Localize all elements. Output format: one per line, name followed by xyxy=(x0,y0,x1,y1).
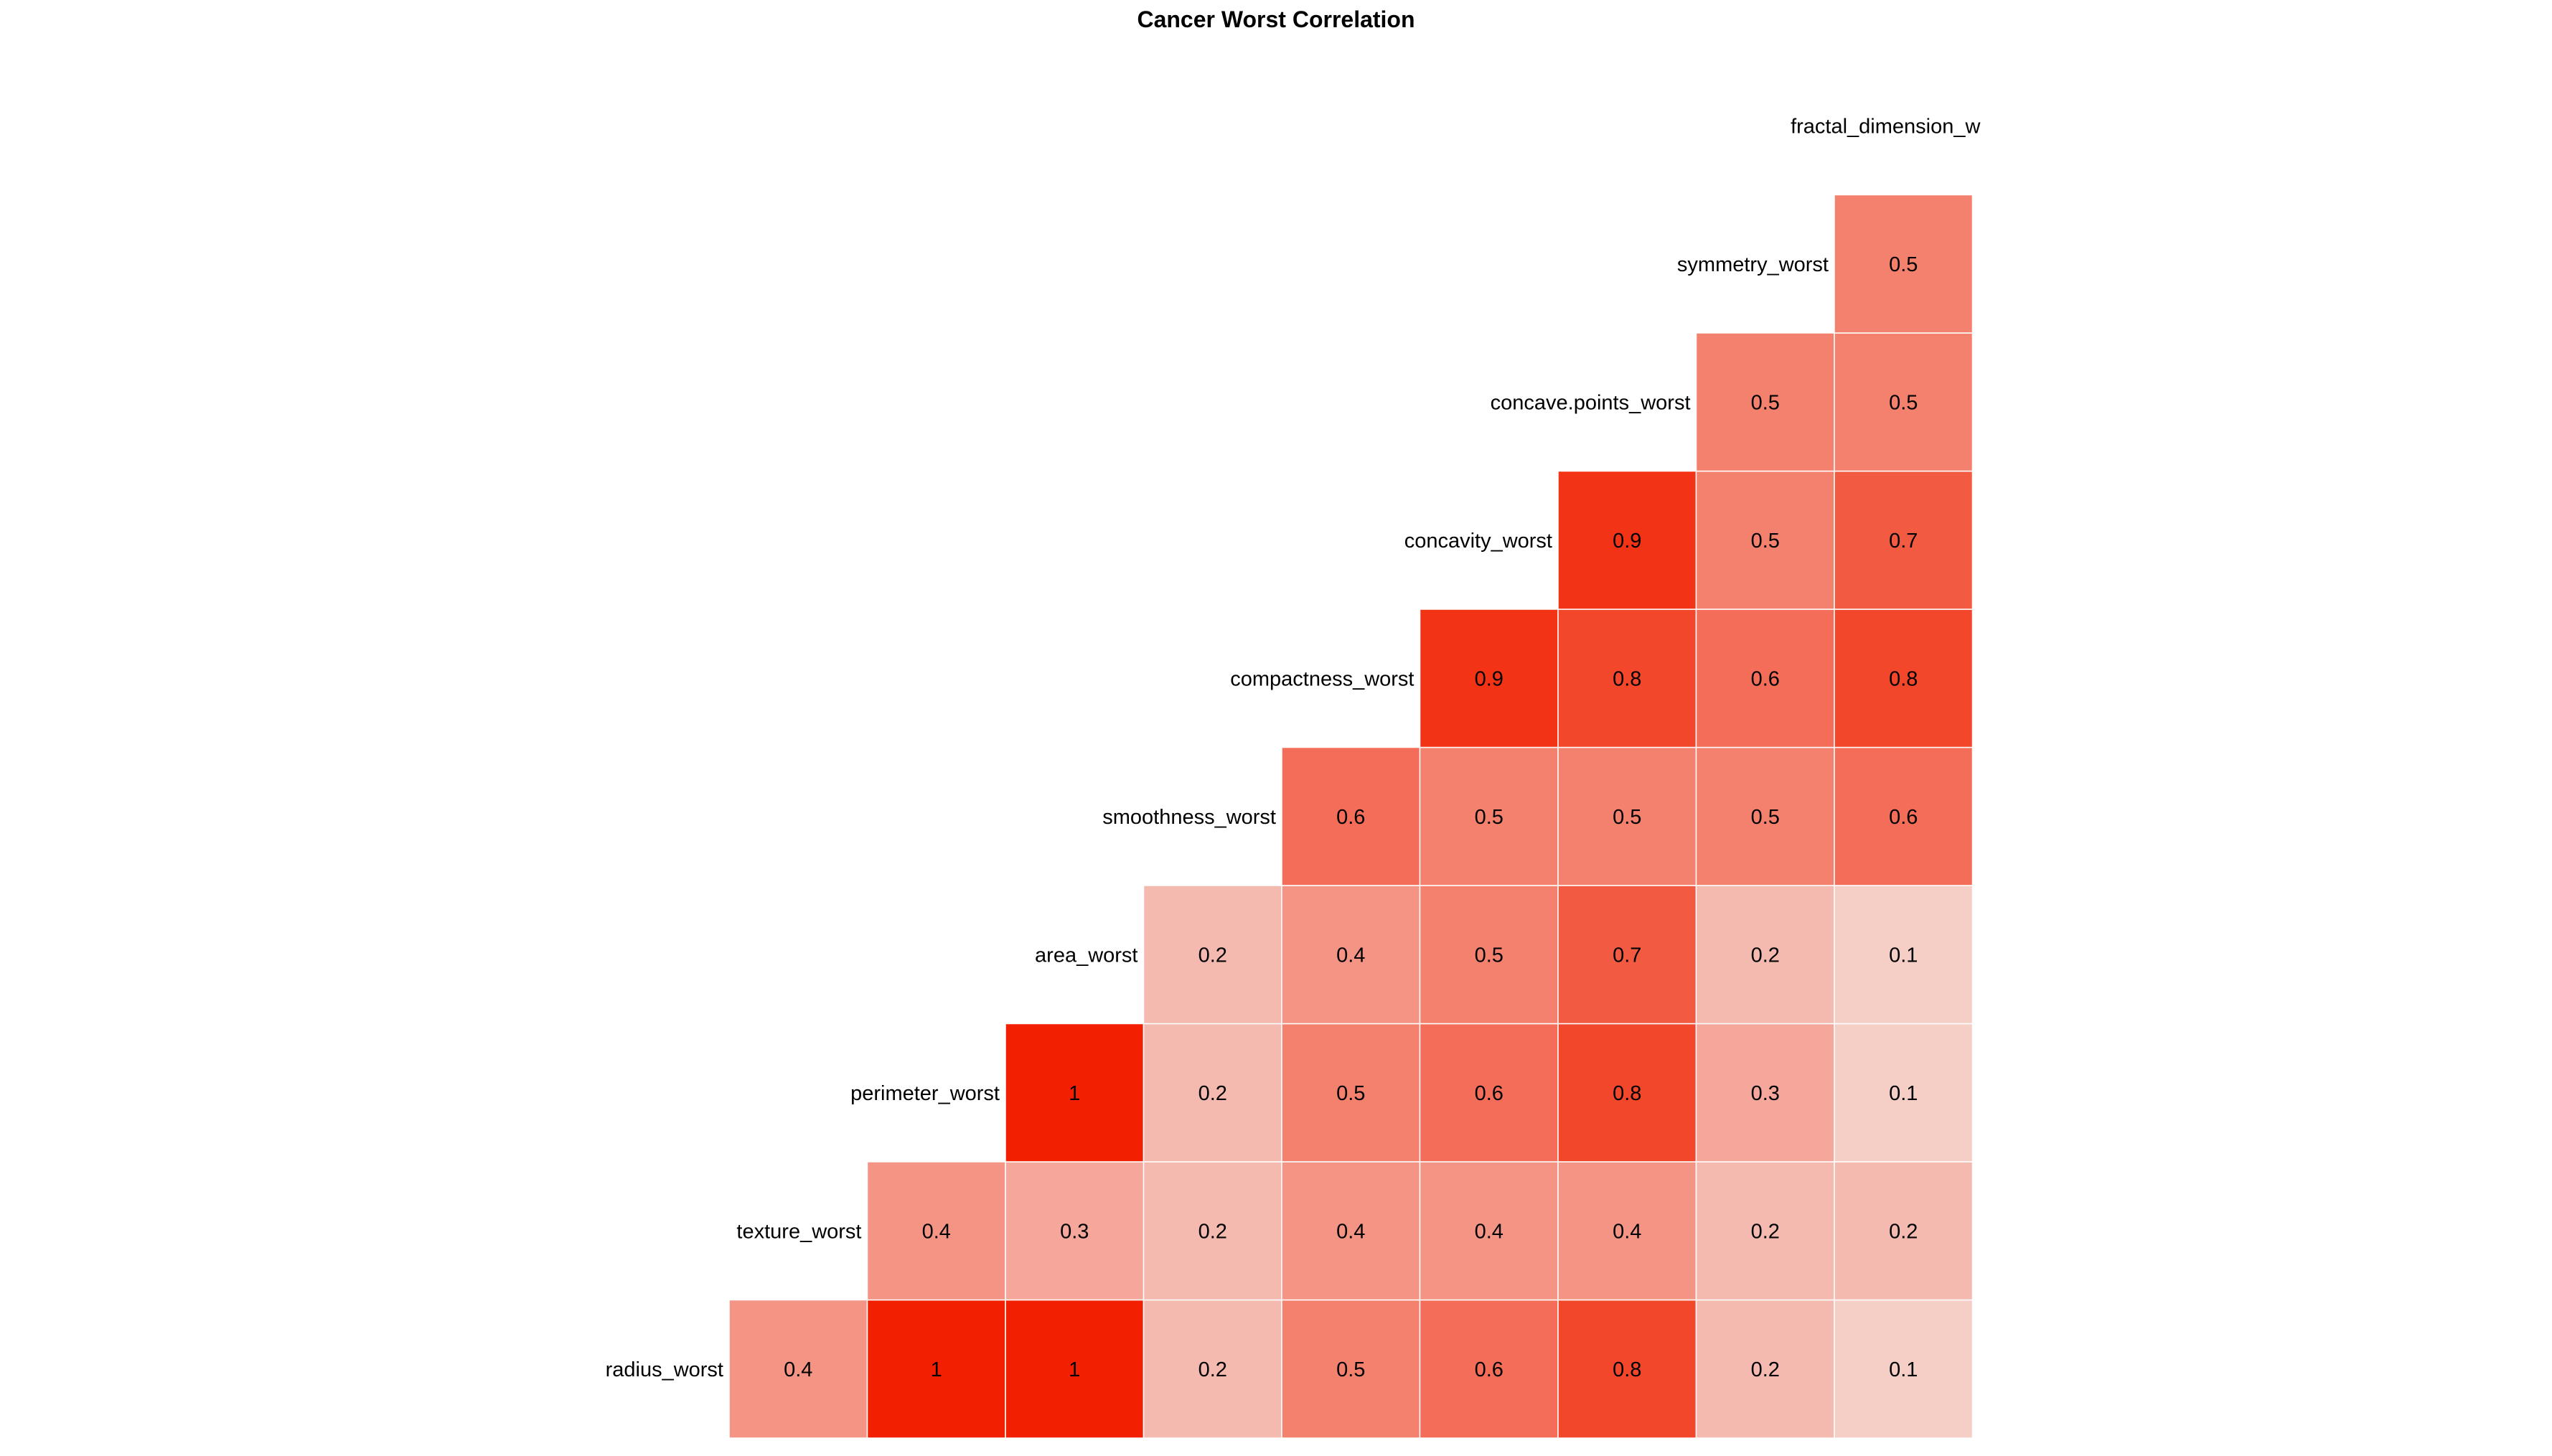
cell-value-label: 0.4 xyxy=(1336,944,1365,967)
cell-value-label: 0.3 xyxy=(1060,1220,1089,1243)
cell-value-label: 0.5 xyxy=(1751,391,1780,414)
cell-value-label: 0.2 xyxy=(1198,1220,1227,1243)
heatmap-cell xyxy=(1281,1299,1421,1439)
heatmap-cell xyxy=(1695,1023,1835,1163)
heatmap-cell xyxy=(1557,609,1697,748)
cell-value-label: 0.1 xyxy=(1889,1082,1918,1105)
heatmap-cell xyxy=(1695,746,1835,886)
variable-label: compactness_worst xyxy=(1230,667,1414,690)
cell-value-label: 0.5 xyxy=(1475,806,1503,829)
variable-label: fractal_dimension_w xyxy=(1791,115,1981,138)
variable-label: texture_worst xyxy=(736,1220,861,1243)
heatmap-cell xyxy=(1834,885,1974,1025)
heatmap-cell xyxy=(1419,1161,1559,1301)
cell-value-label: 0.6 xyxy=(1475,1358,1503,1381)
heatmap-cell xyxy=(1557,1161,1697,1301)
heatmap-cell xyxy=(1834,194,1974,334)
cell-value-label: 1 xyxy=(1069,1082,1080,1105)
cell-value-label: 0.1 xyxy=(1889,944,1918,967)
heatmap-cell xyxy=(1557,1023,1697,1163)
variable-label: area_worst xyxy=(1035,944,1137,967)
heatmap-cell xyxy=(1005,1299,1145,1439)
cell-value-label: 0.4 xyxy=(1613,1220,1641,1243)
heatmap-cell xyxy=(1281,1161,1421,1301)
cell-value-label: 0.3 xyxy=(1751,1082,1780,1105)
cell-value-label: 0.8 xyxy=(1889,667,1918,690)
heatmap-cell xyxy=(1834,609,1974,748)
heatmap-cell xyxy=(1834,746,1974,886)
variable-label: radius_worst xyxy=(606,1358,723,1381)
heatmap-cell xyxy=(1419,1023,1559,1163)
cell-value-label: 0.5 xyxy=(1613,806,1641,829)
heatmap-cell xyxy=(1143,885,1282,1025)
heatmap-cell xyxy=(1557,470,1697,610)
heatmap-cell xyxy=(1834,1023,1974,1163)
cell-value-label: 0.2 xyxy=(1198,944,1227,967)
cell-value-label: 0.2 xyxy=(1751,1220,1780,1243)
cell-value-label: 0.2 xyxy=(1198,1358,1227,1381)
cell-value-label: 0.6 xyxy=(1336,806,1365,829)
cell-value-label: 0.4 xyxy=(922,1220,951,1243)
variable-labels: radius_worst texture_worst perimeter_worst… xyxy=(606,115,1981,1381)
heatmap-cell xyxy=(1143,1161,1282,1301)
cell-value-label: 0.4 xyxy=(1336,1220,1365,1243)
heatmap-cell xyxy=(1834,470,1974,610)
heatmap-cell xyxy=(1419,885,1559,1025)
cell-value-label: 1 xyxy=(931,1358,942,1381)
cell-value-label: 0.4 xyxy=(784,1358,812,1381)
cell-value-label: 0.8 xyxy=(1613,1082,1641,1105)
cell-value-label: 0.4 xyxy=(1475,1220,1503,1243)
heatmap-cell xyxy=(1695,609,1835,748)
cell-value-label: 0.6 xyxy=(1751,667,1780,690)
cell-value-label: 0.2 xyxy=(1198,1082,1227,1105)
heatmap-cell xyxy=(1005,1161,1145,1301)
cell-value-label: 0.1 xyxy=(1889,1358,1918,1381)
cell-value-label: 0.5 xyxy=(1889,253,1918,276)
cell-value-label: 0.5 xyxy=(1751,530,1780,553)
heatmap-cell xyxy=(1143,1023,1282,1163)
cell-value-label: 0.2 xyxy=(1751,1358,1780,1381)
cell-value-label: 1 xyxy=(1069,1358,1080,1381)
heatmap-cell xyxy=(1695,885,1835,1025)
heatmap-cell xyxy=(1419,1299,1559,1439)
chart-title: Cancer Worst Correlation xyxy=(1137,6,1415,32)
heatmap-cell xyxy=(1834,1161,1974,1301)
heatmap-cell xyxy=(1281,885,1421,1025)
heatmap-cell xyxy=(1695,1299,1835,1439)
cell-value-label: 0.2 xyxy=(1751,944,1780,967)
cell-value-label: 0.5 xyxy=(1889,391,1918,414)
variable-label: symmetry_worst xyxy=(1677,253,1829,276)
cell-value-label: 0.5 xyxy=(1336,1358,1365,1381)
cell-value-label: 0.6 xyxy=(1889,806,1918,829)
variable-label: concave.points_worst xyxy=(1491,391,1691,414)
heatmap-cell xyxy=(1005,1023,1145,1163)
heatmap-cell xyxy=(1281,746,1421,886)
heatmap-cell xyxy=(728,1299,868,1439)
cell-value-label: 0.2 xyxy=(1889,1220,1918,1243)
variable-label: smoothness_worst xyxy=(1102,806,1276,829)
heatmap-cell xyxy=(1695,1161,1835,1301)
cell-value-label: 0.6 xyxy=(1475,1082,1503,1105)
heatmap-cell xyxy=(1557,885,1697,1025)
cell-value-label: 0.9 xyxy=(1613,530,1641,553)
variable-label: perimeter_worst xyxy=(850,1082,1000,1105)
cell-value-label: 0.9 xyxy=(1475,667,1503,690)
cell-value-label: 0.8 xyxy=(1613,1358,1641,1381)
heatmap-cell xyxy=(1557,1299,1697,1439)
variable-label: concavity_worst xyxy=(1404,530,1552,553)
heatmap-cell xyxy=(1419,746,1559,886)
cell-value-label: 0.5 xyxy=(1751,806,1780,829)
heatmap-cell xyxy=(866,1161,1006,1301)
heatmap-cell xyxy=(1419,609,1559,748)
heatmap-cells: 0.4 1 1 0.2 0.5 0.6 0.8 0.2 0.1 0.4 0.3 0.2 0.4 0.4 0.… xyxy=(728,194,1974,1439)
heatmap-cell xyxy=(1557,746,1697,886)
heatmap-cell xyxy=(1834,1299,1974,1439)
cell-value-label: 0.5 xyxy=(1336,1082,1365,1105)
cell-value-label: 0.7 xyxy=(1613,944,1641,967)
cell-value-label: 0.8 xyxy=(1613,667,1641,690)
cell-value-label: 0.7 xyxy=(1889,530,1918,553)
cell-value-label: 0.5 xyxy=(1475,944,1503,967)
